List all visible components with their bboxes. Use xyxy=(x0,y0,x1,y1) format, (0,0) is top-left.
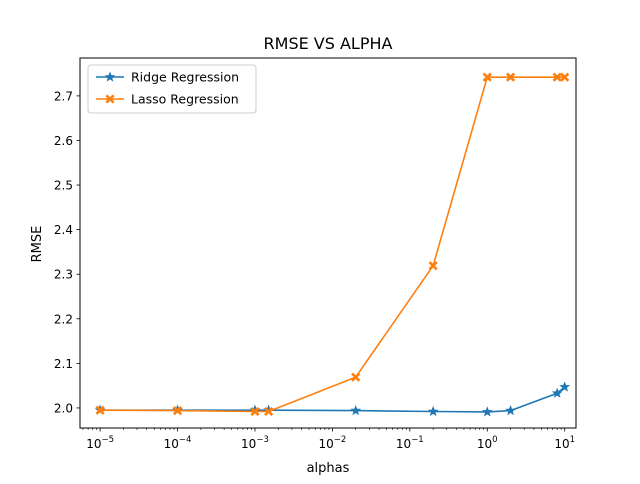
chart-title: RMSE VS ALPHA xyxy=(264,34,393,53)
data-point-marker xyxy=(172,405,183,416)
x-tick-label: 10−2 xyxy=(318,435,346,451)
y-tick-label: 2.5 xyxy=(54,179,73,193)
y-tick-label: 2.3 xyxy=(54,268,73,282)
data-point-marker xyxy=(482,72,492,82)
series-lasso xyxy=(95,72,570,417)
data-point-marker xyxy=(552,72,562,82)
legend-label: Lasso Regression xyxy=(131,92,239,107)
legend-label: Ridge Regression xyxy=(131,70,239,85)
data-point-marker xyxy=(427,405,439,417)
y-tick-label: 2.4 xyxy=(54,223,73,237)
legend-box xyxy=(87,64,257,114)
data-point-marker xyxy=(263,406,274,417)
plot-area: 2.0 2.1 2.2 2.3 2.4 2.5 2.6 2.7 10−5 10−4 10−3 10−2… xyxy=(54,72,575,451)
data-point-marker xyxy=(428,261,438,271)
data-point-marker xyxy=(505,72,516,82)
x-tick-label: 10−5 xyxy=(86,435,114,451)
data-point-marker xyxy=(250,406,260,417)
data-point-marker xyxy=(95,405,105,415)
axes-frame xyxy=(79,57,577,429)
series-line xyxy=(100,76,565,413)
data-point-marker xyxy=(560,72,570,82)
data-point-marker xyxy=(481,406,493,417)
legend-marker xyxy=(105,94,115,104)
y-tick-label: 2.6 xyxy=(54,134,73,148)
y-tick-label: 2.1 xyxy=(54,357,73,371)
legend-marker xyxy=(104,71,116,82)
x-tick-label: 10−1 xyxy=(396,435,424,451)
data-point-marker xyxy=(551,387,563,398)
y-tick-label: 2.7 xyxy=(54,89,73,103)
data-point-marker xyxy=(350,404,362,416)
y-tick-label: 2.2 xyxy=(54,312,73,326)
x-tick-label: 10−4 xyxy=(164,435,192,451)
data-point-marker xyxy=(559,381,571,392)
x-tick-label: 10−3 xyxy=(241,435,269,451)
series-line xyxy=(100,386,566,413)
x-tick-label: 100 xyxy=(477,435,498,451)
data-point-marker xyxy=(351,372,361,382)
y-tick-label: 2.0 xyxy=(54,401,73,415)
legend: Ridge Regression Lasso Regression xyxy=(87,64,257,114)
y-axis-label: RMSE xyxy=(30,226,45,263)
x-axis-label: alphas xyxy=(307,461,350,476)
data-point-marker xyxy=(505,404,516,416)
x-tick-label: 101 xyxy=(554,435,575,451)
